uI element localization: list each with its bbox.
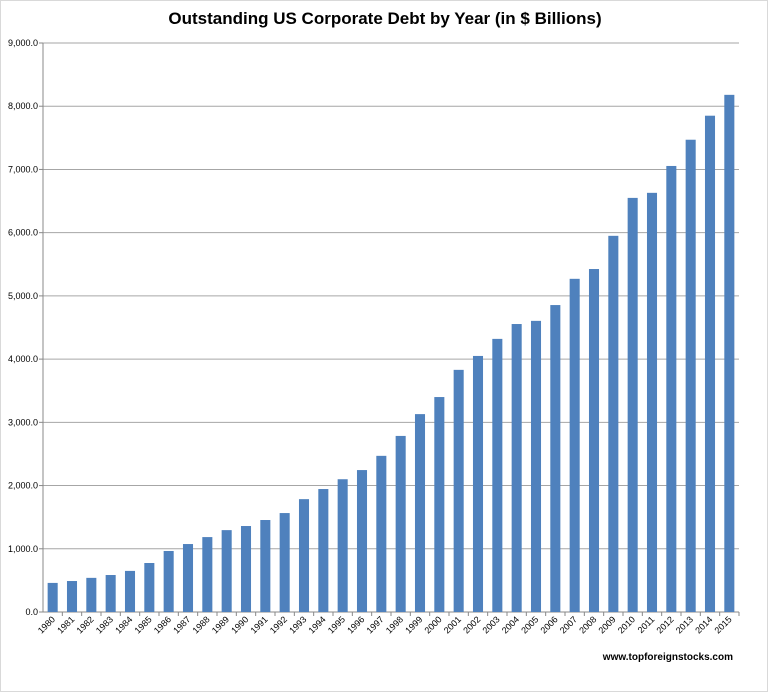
x-tick-label: 1980 [36, 614, 57, 635]
x-tick-label: 1996 [345, 614, 366, 635]
x-tick-label: 1993 [287, 614, 308, 635]
bar-1989 [221, 530, 232, 612]
x-tick-label: 1983 [94, 614, 115, 635]
bar-1991 [260, 520, 271, 612]
x-tick-label: 2009 [597, 614, 618, 635]
bar-1981 [66, 581, 78, 612]
x-tick-label: 1998 [384, 614, 405, 635]
bar-1996 [356, 470, 368, 612]
x-tick-label: 1982 [75, 614, 96, 635]
bar-2012 [666, 165, 677, 612]
x-tick-label: 2005 [519, 614, 540, 635]
x-tick-label: 2006 [539, 614, 560, 635]
y-tick-label: 0.0 [25, 607, 38, 617]
x-tick-label: 1997 [365, 614, 386, 635]
bar-1987 [182, 544, 194, 612]
bar-1994 [318, 489, 329, 612]
x-tick-label: 1986 [152, 614, 173, 635]
y-tick-label: 4,000.0 [8, 354, 38, 364]
bar-2013 [685, 139, 696, 613]
bar-2011 [646, 192, 658, 612]
bar-2009 [608, 235, 619, 613]
bar-2006 [550, 305, 561, 612]
x-tick-label: 1992 [268, 614, 289, 635]
bar-2005 [530, 320, 542, 612]
bar-1984 [124, 570, 136, 612]
x-tick-label: 2015 [713, 614, 734, 635]
x-tick-label: 2014 [693, 614, 714, 635]
y-tick-label: 2,000.0 [8, 481, 38, 491]
x-tick-label: 2003 [481, 614, 502, 635]
y-tick-label: 1,000.0 [8, 544, 38, 554]
bar-2004 [511, 324, 522, 612]
x-tick-label: 1989 [210, 614, 231, 635]
bar-2015 [724, 94, 735, 612]
x-tick-label: 1999 [403, 614, 424, 635]
bar-1988 [202, 537, 213, 612]
bar-1997 [376, 455, 387, 612]
x-tick-label: 1984 [113, 614, 134, 635]
source-label: www.topforeignstocks.com [602, 652, 733, 663]
bar-1993 [298, 499, 310, 612]
bar-1990 [240, 526, 252, 612]
bar-2010 [627, 197, 638, 612]
x-tick-label: 1985 [133, 614, 154, 635]
bar-2000 [434, 397, 445, 612]
bar-2014 [704, 115, 716, 612]
x-tick-label: 2011 [636, 614, 657, 635]
x-tick-label: 2013 [674, 614, 695, 635]
x-tick-label: 2010 [616, 614, 637, 635]
x-tick-label: 2007 [558, 614, 579, 635]
x-tick-label: 1990 [229, 614, 250, 635]
x-tick-label: 2001 [442, 614, 463, 635]
y-tick-label: 7,000.0 [8, 164, 38, 174]
bar-2002 [472, 355, 484, 612]
bar-1985 [144, 563, 155, 612]
y-tick-label: 9,000.0 [8, 38, 38, 48]
bar-2003 [492, 338, 503, 612]
bar-2007 [569, 278, 580, 612]
x-tick-label: 1994 [307, 614, 328, 635]
bar-1992 [279, 513, 290, 612]
x-tick-label: 1988 [191, 614, 212, 635]
bar-1983 [105, 575, 116, 612]
x-tick-label: 1991 [249, 614, 270, 635]
bar-1995 [337, 479, 348, 612]
bar-1982 [86, 577, 97, 612]
x-tick-label: 2002 [461, 614, 482, 635]
bar-2008 [588, 269, 600, 612]
x-tick-label: 2012 [655, 614, 676, 635]
y-tick-label: 5,000.0 [8, 291, 38, 301]
x-tick-label: 1981 [55, 614, 76, 635]
bar-2001 [453, 369, 464, 612]
y-tick-label: 3,000.0 [8, 417, 38, 427]
bar-1998 [395, 435, 406, 612]
x-tick-label: 1995 [326, 614, 347, 635]
y-tick-label: 6,000.0 [8, 228, 38, 238]
x-tick-label: 2004 [500, 614, 521, 635]
x-tick-label: 2008 [577, 614, 598, 635]
x-tick-label: 1987 [171, 614, 192, 635]
y-tick-label: 8,000.0 [8, 101, 38, 111]
chart-title: Outstanding US Corporate Debt by Year (i… [168, 9, 602, 28]
x-tick-label: 2000 [423, 614, 444, 635]
bar-1986 [163, 550, 174, 612]
bar-1999 [414, 414, 426, 612]
bar-1980 [47, 582, 58, 612]
